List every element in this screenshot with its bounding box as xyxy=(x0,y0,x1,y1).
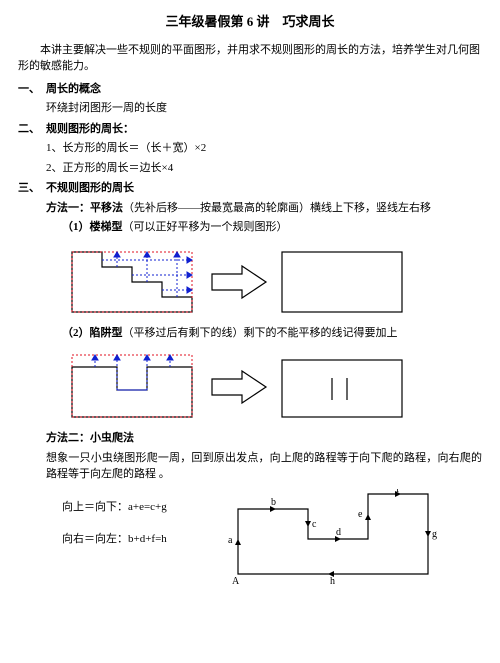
sec1-line1: 环绕封闭图形一周的长度 xyxy=(46,100,482,117)
method1-row: 方法一：平移法（先补后移——按最宽最高的轮廓画）横线上下移，竖线左右移 xyxy=(46,200,482,217)
svg-text:d: d xyxy=(336,527,341,538)
sec1-num: 一、 xyxy=(18,81,46,98)
sec1-label: 周长的概念 xyxy=(46,81,101,98)
page-title: 三年级暑假第 6 讲 巧求周长 xyxy=(18,12,482,32)
sec3-num: 三、 xyxy=(18,180,46,197)
figure-bug: a b c d e f g h A xyxy=(218,489,448,584)
svg-text:a: a xyxy=(228,535,233,546)
sec2-line2: 2、正方形的周长＝边长×4 xyxy=(46,160,482,177)
svg-text:A: A xyxy=(232,576,240,584)
svg-text:e: e xyxy=(358,509,363,520)
sec2-num: 二、 xyxy=(18,121,46,138)
section-2: 二、 规则图形的周长： xyxy=(18,121,482,138)
method2-desc: 想象一只小虫绕图形爬一周，回到原出发点，向上爬的路程等于向下爬的路程，向右爬的路… xyxy=(46,450,482,483)
eq2: 向右＝向左：b+d+f=h xyxy=(62,531,218,548)
part1-row: （1）楼梯型（可以正好平移为一个规则图形） xyxy=(62,219,482,236)
sec2-line1: 1、长方形的周长＝（长＋宽）×2 xyxy=(46,140,482,157)
part2-title: （2）陷阱型 xyxy=(62,327,123,339)
sec3-label: 不规则图形的周长 xyxy=(46,180,134,197)
part2-note: （平移过后有剩下的线）剩下的不能平移的线记得要加上 xyxy=(123,327,398,339)
method2-row: 方法二：小虫爬法 xyxy=(46,430,482,447)
section-1: 一、 周长的概念 xyxy=(18,81,482,98)
section-3: 三、 不规则图形的周长 xyxy=(18,180,482,197)
intro-text: 本讲主要解决一些不规则的平面图形，并用求不规则图形的周长的方法，培养学生对几何图… xyxy=(18,42,482,75)
sec2-label: 规则图形的周长： xyxy=(46,121,134,138)
figure-stairs xyxy=(62,240,482,322)
svg-text:h: h xyxy=(330,576,335,584)
part2-row: （2）陷阱型（平移过后有剩下的线）剩下的不能平移的线记得要加上 xyxy=(62,325,482,342)
method2-title: 方法二：小虫爬法 xyxy=(46,432,134,444)
figure-trap xyxy=(62,345,482,427)
part1-note: （可以正好平移为一个规则图形） xyxy=(123,221,288,233)
method1-note: （先补后移——按最宽最高的轮廓画）横线上下移，竖线左右移 xyxy=(123,202,431,214)
eq1: 向上＝向下：a+e=c+g xyxy=(62,499,218,516)
method1-title: 方法一：平移法 xyxy=(46,202,123,214)
svg-text:c: c xyxy=(312,519,317,530)
part1-title: （1）楼梯型 xyxy=(62,221,123,233)
svg-text:g: g xyxy=(432,529,437,540)
svg-text:b: b xyxy=(271,497,276,508)
